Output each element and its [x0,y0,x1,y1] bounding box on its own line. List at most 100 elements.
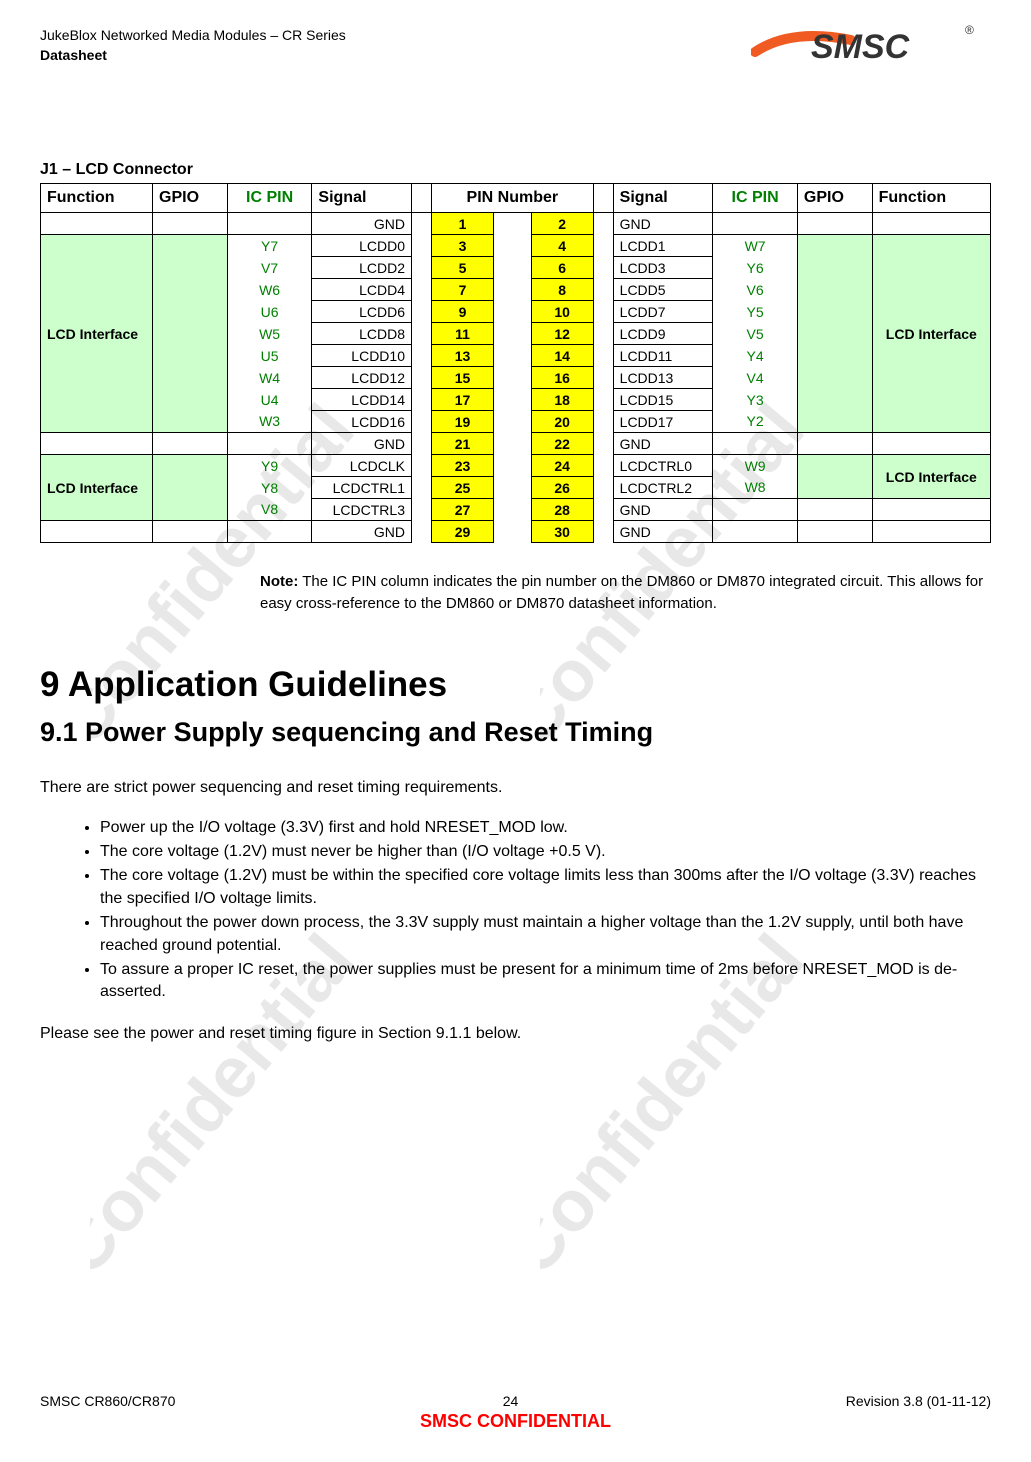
cell-signal: GND [613,521,713,543]
table-note: Note: The IC PIN column indicates the pi… [260,571,991,615]
cell-signal: LCDD2 [312,257,412,279]
cell-icpin: Y8 [227,477,312,499]
cell-gpio [797,499,872,521]
cell-icpin: W7 [713,235,798,257]
cell-icpin: Y9 [227,455,312,477]
cell-signal: LCDD6 [312,301,412,323]
cell-signal: LCDCLK [312,455,412,477]
th-icpin-l: IC PIN [227,184,312,213]
cell-pin-number: 23 [431,455,493,477]
cell-signal: LCDD10 [312,345,412,367]
cell-signal: LCDD16 [312,411,412,433]
cell-gpio [153,235,228,433]
cell-signal: LCDD3 [613,257,713,279]
th-pin-number: PIN Number [431,184,593,213]
table-row: GND2122GND [41,433,991,455]
cell-signal: GND [312,213,412,235]
cell-signal: LCDD11 [613,345,713,367]
cell-pin-number: 20 [531,411,593,433]
cell-pin-number: 24 [531,455,593,477]
footer-confidential: SMSC CONFIDENTIAL [40,1411,991,1432]
cell-signal: LCDCTRL3 [312,499,412,521]
cell-pin-number: 21 [431,433,493,455]
cell-pin-number: 4 [531,235,593,257]
requirements-list: Power up the I/O voltage (3.3V) first an… [40,817,991,1004]
pin-table: Function GPIO IC PIN Signal PIN Number S… [40,183,991,543]
cell-pin-number: 29 [431,521,493,543]
cell-icpin [713,499,798,521]
cell-function [872,521,990,543]
cell-icpin: U5 [227,345,312,367]
cell-pin-number: 13 [431,345,493,367]
cell-icpin: V7 [227,257,312,279]
cell-icpin: U4 [227,389,312,411]
cell-signal: LCDCTRL1 [312,477,412,499]
cell-icpin: Y6 [713,257,798,279]
cell-pin-number: 8 [531,279,593,301]
cell-function [872,213,990,235]
th-signal-l: Signal [312,184,412,213]
cell-pin-number: 9 [431,301,493,323]
cell-signal: LCDD12 [312,367,412,389]
th-gpio-r: GPIO [797,184,872,213]
cell-icpin [713,433,798,455]
cell-signal: GND [613,213,713,235]
cell-gpio [797,455,872,499]
th-function-l: Function [41,184,153,213]
cell-function [872,433,990,455]
cell-signal: LCDD0 [312,235,412,257]
cell-signal: LCDD14 [312,389,412,411]
cell-icpin: W6 [227,279,312,301]
cell-signal: LCDD7 [613,301,713,323]
cell-pin-number: 25 [431,477,493,499]
cell-pin-number: 12 [531,323,593,345]
cell-function: LCD Interface [41,455,153,521]
list-item: The core voltage (1.2V) must be within t… [100,865,991,910]
table-row: LCD InterfaceY9LCDCLK2324LCDCTRL0W9LCD I… [41,455,991,477]
cell-icpin: W8 [713,477,798,499]
cell-pin-number: 16 [531,367,593,389]
footer-left: SMSC CR860/CR870 [40,1393,175,1409]
cell-pin-number: 30 [531,521,593,543]
th-icpin-r: IC PIN [713,184,798,213]
cell-function: LCD Interface [872,455,990,499]
h1-application-guidelines: 9 Application Guidelines [40,665,991,705]
footer-page: 24 [503,1393,519,1409]
cell-signal: LCDD8 [312,323,412,345]
cell-icpin: V4 [713,367,798,389]
svg-text:SMSC: SMSC [811,28,910,66]
cell-signal: LCDD15 [613,389,713,411]
cell-pin-number: 26 [531,477,593,499]
cell-icpin: Y4 [713,345,798,367]
cell-function [41,433,153,455]
cell-signal: LCDCTRL2 [613,477,713,499]
cell-gpio [797,213,872,235]
cell-pin-number: 18 [531,389,593,411]
cell-pin-number: 15 [431,367,493,389]
table-title: J1 – LCD Connector [40,161,991,179]
cell-gpio [153,213,228,235]
th-signal-r: Signal [613,184,713,213]
cell-signal: GND [613,499,713,521]
cell-pin-number: 17 [431,389,493,411]
cell-icpin: Y2 [713,411,798,433]
intro-paragraph: There are strict power sequencing and re… [40,776,991,799]
cell-pin-number: 28 [531,499,593,521]
cell-icpin [713,213,798,235]
table-row: LCD InterfaceY7LCDD034LCDD1W7LCD Interfa… [41,235,991,257]
cell-icpin: V5 [713,323,798,345]
cell-signal: LCDD4 [312,279,412,301]
cell-gpio [153,521,228,543]
cell-signal: LCDD9 [613,323,713,345]
cell-signal: GND [613,433,713,455]
th-gpio-l: GPIO [153,184,228,213]
table-row: GND2930GND [41,521,991,543]
list-item: Power up the I/O voltage (3.3V) first an… [100,817,991,839]
cell-icpin: W9 [713,455,798,477]
list-item: The core voltage (1.2V) must never be hi… [100,841,991,863]
table-row: GND12GND [41,213,991,235]
list-item: To assure a proper IC reset, the power s… [100,959,991,1004]
cell-gpio [153,455,228,521]
cell-pin-number: 19 [431,411,493,433]
cell-function [41,213,153,235]
